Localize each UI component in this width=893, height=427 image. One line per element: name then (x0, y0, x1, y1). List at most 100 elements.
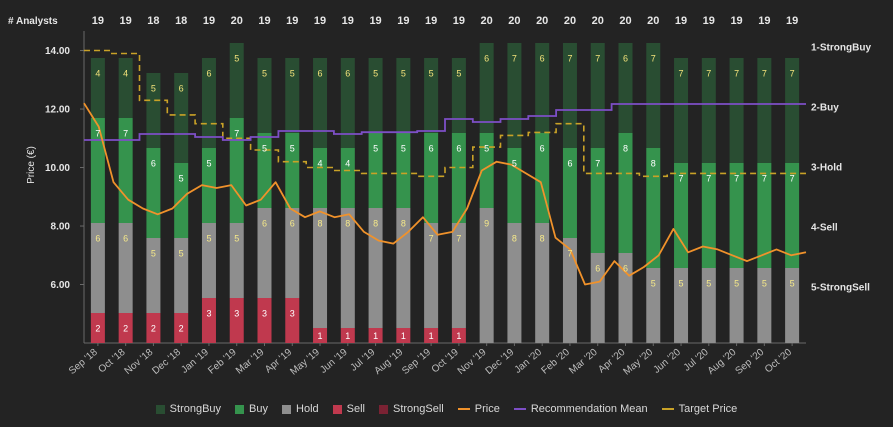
bar-segment-hold[interactable] (729, 268, 744, 343)
bar-segment-buy[interactable] (257, 133, 272, 208)
bar-segment-strongbuy[interactable] (396, 58, 411, 133)
bar-segment-buy[interactable] (590, 148, 605, 253)
bar-value-label: 3 (234, 309, 239, 319)
bar-segment-strongbuy[interactable] (590, 43, 605, 148)
bar-segment-strongbuy[interactable] (368, 58, 383, 133)
bar-segment-strongbuy[interactable] (618, 43, 633, 133)
bar-segment-buy[interactable] (451, 133, 466, 223)
bar-segment-buy[interactable] (674, 163, 689, 268)
bar-segment-strongbuy[interactable] (646, 43, 661, 148)
bar-segment-sell[interactable] (118, 313, 133, 343)
bar-segment-hold[interactable] (174, 238, 189, 313)
bar-segment-buy[interactable] (90, 118, 105, 223)
legend-item-strongsell[interactable]: StrongSell (378, 403, 444, 415)
bar-segment-hold[interactable] (674, 268, 689, 343)
bar-segment-buy[interactable] (562, 148, 577, 238)
bar-segment-sell[interactable] (451, 328, 466, 343)
bar-segment-strongbuy[interactable] (507, 43, 522, 148)
bar-value-label: 5 (179, 174, 184, 184)
bar-segment-strongbuy[interactable] (229, 43, 244, 118)
bar-segment-buy[interactable] (340, 148, 355, 208)
bar-segment-hold[interactable] (424, 223, 439, 328)
bar-segment-sell[interactable] (257, 298, 272, 343)
bar-segment-sell[interactable] (201, 298, 216, 343)
bar-segment-hold[interactable] (368, 208, 383, 328)
bar-segment-strongbuy[interactable] (785, 58, 800, 163)
bar-segment-strongbuy[interactable] (90, 58, 105, 118)
bar-segment-buy[interactable] (646, 148, 661, 268)
legend-item-target-price[interactable]: Target Price (661, 403, 737, 415)
bar-segment-strongbuy[interactable] (729, 58, 744, 163)
bar-segment-sell[interactable] (368, 328, 383, 343)
bar-segment-strongbuy[interactable] (340, 58, 355, 148)
bar-segment-buy[interactable] (313, 148, 328, 208)
bar-segment-hold[interactable] (257, 208, 272, 298)
legend-item-strongbuy[interactable]: StrongBuy (155, 403, 221, 415)
bar-segment-buy[interactable] (507, 148, 522, 223)
bar-segment-strongbuy[interactable] (479, 43, 494, 133)
bar-segment-strongbuy[interactable] (118, 58, 133, 118)
bar-segment-strongbuy[interactable] (757, 58, 772, 163)
bar-segment-sell[interactable] (396, 328, 411, 343)
bar-segment-hold[interactable] (146, 238, 161, 313)
bar-segment-buy[interactable] (479, 133, 494, 208)
recommendation-mean-line[interactable] (84, 103, 806, 141)
bar-segment-strongbuy[interactable] (285, 58, 300, 133)
bar-segment-hold[interactable] (757, 268, 772, 343)
bar-segment-hold[interactable] (535, 223, 550, 343)
bar-segment-hold[interactable] (507, 223, 522, 343)
bar-segment-buy[interactable] (285, 133, 300, 208)
bar-segment-buy[interactable] (701, 163, 716, 268)
legend-item-recommendation-mean[interactable]: Recommendation Mean (513, 403, 648, 415)
bar-segment-strongbuy[interactable] (174, 73, 189, 163)
bar-segment-hold[interactable] (285, 208, 300, 298)
bar-segment-strongbuy[interactable] (674, 58, 689, 163)
bar-segment-hold[interactable] (340, 208, 355, 328)
bar-segment-buy[interactable] (396, 133, 411, 208)
bar-segment-hold[interactable] (479, 208, 494, 343)
legend-item-sell[interactable]: Sell (332, 403, 365, 415)
bar-segment-hold[interactable] (590, 253, 605, 343)
bar-segment-strongbuy[interactable] (424, 58, 439, 133)
bar-segment-sell[interactable] (90, 313, 105, 343)
bar-segment-sell[interactable] (174, 313, 189, 343)
bar-segment-hold[interactable] (201, 223, 216, 298)
bar-segment-strongbuy[interactable] (451, 58, 466, 133)
bar-segment-buy[interactable] (424, 133, 439, 223)
bar-segment-hold[interactable] (646, 268, 661, 343)
bar-segment-strongbuy[interactable] (535, 43, 550, 133)
bar-segment-hold[interactable] (118, 223, 133, 313)
bar-segment-buy[interactable] (729, 163, 744, 268)
bar-segment-strongbuy[interactable] (201, 58, 216, 148)
bar-segment-buy[interactable] (146, 148, 161, 238)
bar-segment-hold[interactable] (562, 238, 577, 343)
bar-segment-buy[interactable] (118, 118, 133, 223)
target-price-line[interactable] (84, 49, 806, 178)
price-line[interactable] (83, 102, 807, 286)
bar-segment-hold[interactable] (701, 268, 716, 343)
bar-segment-sell[interactable] (340, 328, 355, 343)
bar-segment-sell[interactable] (424, 328, 439, 343)
bar-segment-hold[interactable] (313, 208, 328, 328)
bar-segment-buy[interactable] (201, 148, 216, 223)
bar-segment-strongbuy[interactable] (146, 73, 161, 148)
bar-segment-sell[interactable] (285, 298, 300, 343)
bar-segment-buy[interactable] (368, 133, 383, 208)
bar-segment-strongbuy[interactable] (257, 58, 272, 133)
bar-segment-sell[interactable] (146, 313, 161, 343)
bar-segment-strongbuy[interactable] (313, 58, 328, 148)
bar-segment-hold[interactable] (229, 223, 244, 298)
bar-segment-buy[interactable] (785, 163, 800, 268)
bar-segment-sell[interactable] (313, 328, 328, 343)
bar-segment-hold[interactable] (785, 268, 800, 343)
bar-segment-buy[interactable] (618, 133, 633, 253)
bar-segment-buy[interactable] (757, 163, 772, 268)
bar-segment-strongbuy[interactable] (701, 58, 716, 163)
legend-item-hold[interactable]: Hold (282, 403, 319, 415)
legend-item-buy[interactable]: Buy (235, 403, 268, 415)
bar-segment-hold[interactable] (451, 223, 466, 328)
bar-segment-sell[interactable] (229, 298, 244, 343)
bar-segment-strongbuy[interactable] (562, 43, 577, 148)
legend-item-price[interactable]: Price (457, 403, 500, 415)
bar-segment-hold[interactable] (90, 223, 105, 313)
